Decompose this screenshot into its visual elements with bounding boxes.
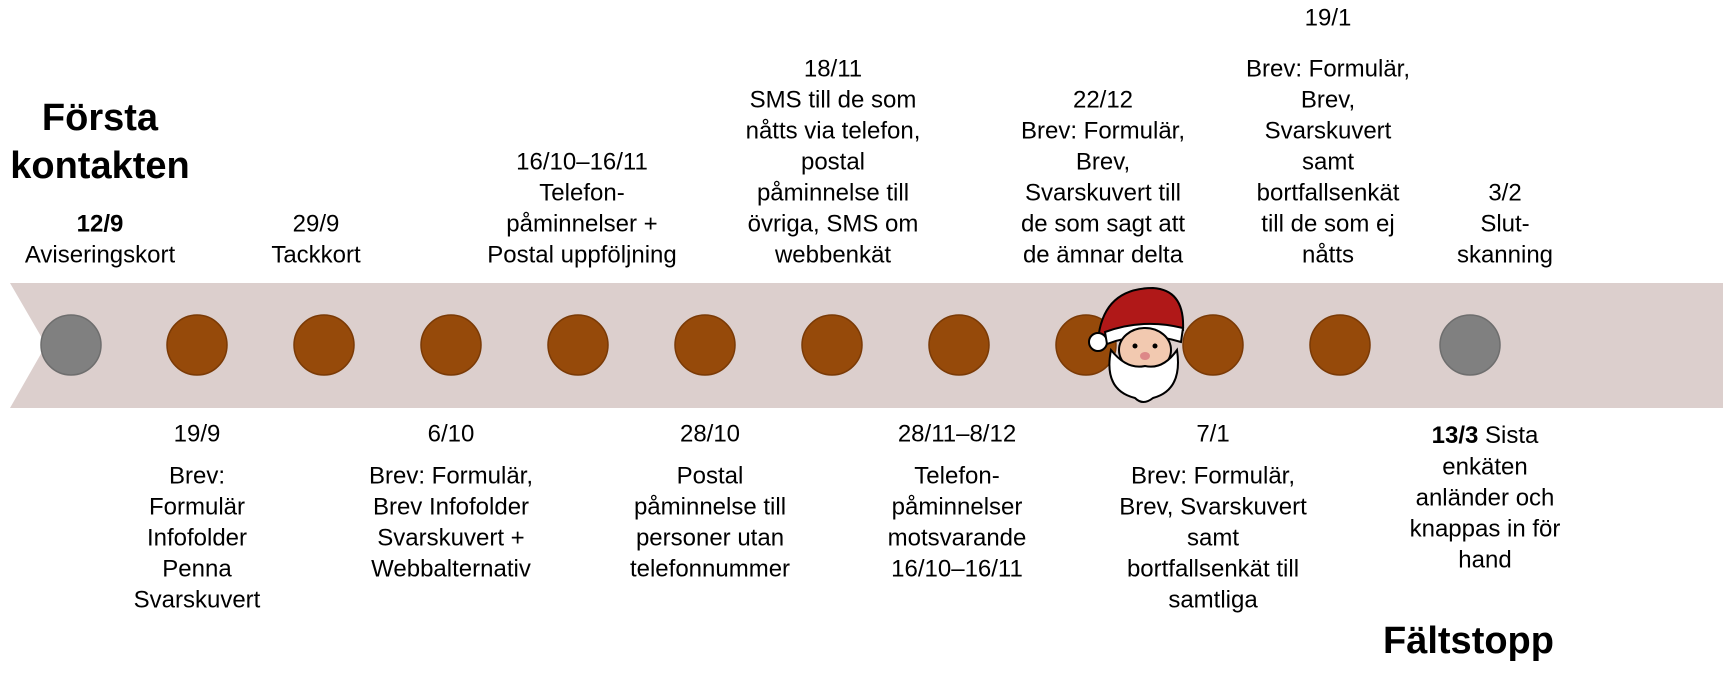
event-text: Brev, xyxy=(1301,86,1355,113)
event-date: 18/11 xyxy=(804,55,862,82)
event-date: 19/9 xyxy=(174,420,221,447)
event-text: Webbalternativ xyxy=(371,555,531,582)
event-text: övriga, SMS om xyxy=(748,210,919,237)
event-text: samt xyxy=(1187,524,1239,551)
event-date: 28/10 xyxy=(680,420,740,447)
event-date: 13/3 xyxy=(1432,422,1479,449)
event-date: 6/10 xyxy=(428,420,475,447)
event-text: påminnelser xyxy=(892,493,1023,520)
timeline-band xyxy=(10,283,1723,408)
event-text: Postal xyxy=(677,462,744,489)
event-text: Brev: Formulär, xyxy=(1246,55,1410,82)
event-text: Aviseringskort xyxy=(25,241,176,268)
timeline-dot xyxy=(928,314,990,376)
event-text: Postal uppföljning xyxy=(487,241,676,268)
event-text: samtliga xyxy=(1168,586,1258,613)
timeline-dot xyxy=(293,314,355,376)
event-text: påminnelse till xyxy=(634,493,786,520)
event-text: knappas in för xyxy=(1410,515,1561,542)
event-text: telefonnummer xyxy=(630,555,790,582)
heading: Fältstopp xyxy=(1383,620,1554,662)
event-text: personer utan xyxy=(636,524,784,551)
event-text: bortfallsenkät xyxy=(1257,179,1400,206)
event-text: SMS till de som xyxy=(750,86,917,113)
event-text: Formulär xyxy=(149,493,245,520)
event-text: nåtts via telefon, xyxy=(746,117,921,144)
event-text: skanning xyxy=(1457,241,1553,268)
event-text: nåtts xyxy=(1302,241,1354,268)
event-text: anländer och xyxy=(1416,484,1555,511)
event-text: påminnelse till xyxy=(757,179,909,206)
event-date: 22/12 xyxy=(1073,86,1133,113)
event-text: Svarskuvert + xyxy=(377,524,524,551)
event-text: postal xyxy=(801,148,865,175)
timeline-dot xyxy=(1309,314,1371,376)
timeline-dot xyxy=(547,314,609,376)
timeline-dot xyxy=(166,314,228,376)
event-date: 29/9 xyxy=(293,210,340,237)
event-text: bortfallsenkät till xyxy=(1127,555,1299,582)
dots xyxy=(40,314,1501,376)
event-text: Brev: Formulär, xyxy=(1131,462,1295,489)
event-text: Svarskuvert xyxy=(134,586,261,613)
event-text: Telefon- xyxy=(914,462,999,489)
event-text: Brev: Formulär, xyxy=(1021,117,1185,144)
event-text: Penna xyxy=(162,555,232,582)
event-date: 19/1 xyxy=(1305,4,1352,31)
event-text: hand xyxy=(1458,546,1511,573)
event-text: 16/10–16/11 xyxy=(891,555,1023,582)
event-date: 7/1 xyxy=(1196,420,1229,447)
event-text: Tackkort xyxy=(271,241,361,268)
event-text: webbenkät xyxy=(774,241,891,268)
event-text: enkäten xyxy=(1442,453,1527,480)
event-text: samt xyxy=(1302,148,1354,175)
event-text: de ämnar delta xyxy=(1023,241,1184,268)
event-text: Brev: xyxy=(169,462,225,489)
event-text: till de som ej xyxy=(1261,210,1394,237)
event-text: Infofolder xyxy=(147,524,247,551)
event-text: Svarskuvert xyxy=(1265,117,1392,144)
event-text: Svarskuvert till xyxy=(1025,179,1181,206)
timeline-dot xyxy=(1182,314,1244,376)
timeline-dot xyxy=(1439,314,1501,376)
event-text: Brev Infofolder xyxy=(373,493,529,520)
event-text: Brev, Svarskuvert xyxy=(1119,493,1307,520)
heading: Första xyxy=(42,97,159,139)
event-date: 12/9 xyxy=(77,210,124,237)
event-date: 16/10–16/11 xyxy=(516,148,648,175)
event-text: 13/3 Sista xyxy=(1432,422,1539,449)
event-text: Telefon- xyxy=(539,179,624,206)
timeline-dot xyxy=(40,314,102,376)
event-text: Brev: Formulär, xyxy=(369,462,533,489)
event-text: Sista xyxy=(1485,422,1539,449)
santa-icon xyxy=(1088,286,1185,403)
event-text: påminnelser + xyxy=(506,210,657,237)
event-text: motsvarande xyxy=(888,524,1027,551)
event-date: 3/2 xyxy=(1488,179,1521,206)
timeline-dot xyxy=(420,314,482,376)
heading: kontakten xyxy=(10,145,189,187)
event-text: Slut- xyxy=(1480,210,1529,237)
timeline-dot xyxy=(674,314,736,376)
event-text: Brev, xyxy=(1076,148,1130,175)
event-text: de som sagt att xyxy=(1021,210,1185,237)
timeline-dot xyxy=(801,314,863,376)
event-date: 28/11–8/12 xyxy=(898,420,1016,447)
